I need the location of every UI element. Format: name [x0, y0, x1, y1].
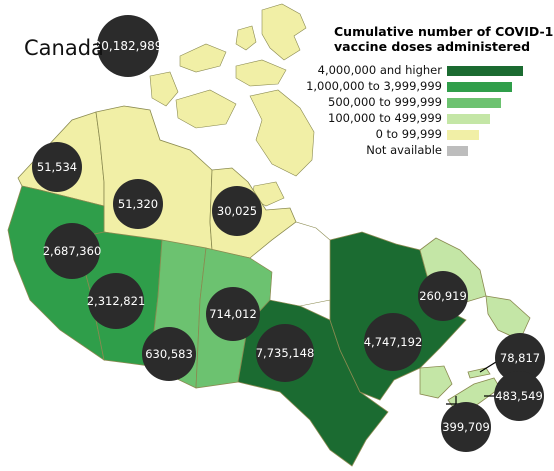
bubble-nova-scotia: 483,549	[494, 371, 544, 421]
bubble-newfoundland-labrador-value: 260,919	[419, 289, 467, 303]
hudson-bay	[249, 221, 331, 307]
bubble-canada: 20,182,989	[94, 15, 163, 77]
bubble-saskatchewan-circle	[142, 327, 196, 381]
legend-swatch-2	[447, 98, 501, 108]
bubble-canada-circle	[97, 15, 159, 77]
bubble-ontario: 7,735,148	[256, 324, 315, 382]
legend-swatch-1	[447, 82, 512, 92]
legend-swatch-0	[447, 66, 523, 76]
bubble-newfoundland-labrador-circle	[418, 271, 468, 321]
victoria-island	[175, 89, 237, 129]
axel-heiberg-island	[235, 25, 257, 51]
legend-swatch-4	[447, 130, 479, 140]
region-prince-edward-island	[467, 367, 491, 379]
legend-label-0: 4,000,000 and higher	[317, 63, 442, 77]
country-label: Canada	[24, 36, 104, 60]
bubble-northwest-territories-value: 51,320	[118, 197, 158, 211]
bubble-quebec-circle	[364, 313, 422, 371]
bubble-northwest-territories: 51,320	[113, 179, 163, 229]
bubble-new-brunswick-value: 399,709	[442, 420, 490, 434]
bubble-yukon-circle	[32, 142, 82, 192]
bubble-alberta-circle	[88, 273, 144, 329]
bubble-canada-value: 20,182,989	[94, 39, 163, 53]
bubble-manitoba-circle	[206, 287, 260, 341]
bubble-quebec: 4,747,192	[364, 313, 423, 371]
ellesmere-island	[261, 3, 307, 61]
bubble-yukon-value: 51,534	[37, 160, 77, 174]
bubble-nova-scotia-circle	[494, 371, 544, 421]
bubble-quebec-value: 4,747,192	[364, 335, 423, 349]
legend-label-1: 1,000,000 to 3,999,999	[306, 79, 442, 93]
legend-label-5: Not available	[366, 143, 442, 157]
region-new-brunswick	[419, 365, 453, 399]
devon-island	[235, 59, 287, 87]
legend-title-line-2: vaccine doses administered	[334, 39, 531, 54]
bubble-saskatchewan: 630,583	[142, 327, 196, 381]
bubble-british-columbia: 2,687,360	[43, 223, 102, 279]
bubble-prince-edward-island: 78,817	[495, 333, 545, 383]
bubble-yukon: 51,534	[32, 142, 82, 192]
legend-label-3: 100,000 to 499,999	[328, 111, 442, 125]
value-bubbles: 20,182,989 51,534 51,320 30,025 2,687,36…	[32, 15, 545, 452]
legend-swatch-3	[447, 114, 490, 124]
legend-label-4: 0 to 99,999	[375, 127, 442, 141]
baffin-island	[249, 89, 315, 177]
bubble-ontario-circle	[256, 324, 314, 382]
region-northwest-territories	[95, 105, 213, 251]
bubble-prince-edward-island-value: 78,817	[500, 351, 540, 365]
bubble-ontario-value: 7,735,148	[256, 346, 315, 360]
arctic-islands	[149, 3, 315, 207]
bubble-manitoba-value: 714,012	[209, 307, 257, 321]
bubble-british-columbia-value: 2,687,360	[43, 244, 102, 258]
bubble-nova-scotia-value: 483,549	[495, 389, 543, 403]
bubble-prince-edward-island-circle	[495, 333, 545, 383]
queen-elizabeth-islands	[179, 43, 227, 73]
bubble-manitoba: 714,012	[206, 287, 260, 341]
bubble-northwest-territories-circle	[113, 179, 163, 229]
banks-island	[149, 71, 179, 107]
legend-title-line-1: Cumulative number of COVID-19	[334, 24, 554, 39]
bubble-alberta: 2,312,821	[87, 273, 146, 329]
bubble-british-columbia-circle	[44, 223, 100, 279]
callout-line-pei	[479, 361, 497, 373]
bubble-newfoundland-labrador: 260,919	[418, 271, 468, 321]
bubble-new-brunswick: 399,709	[441, 402, 491, 452]
bubble-saskatchewan-value: 630,583	[145, 347, 193, 361]
bubble-alberta-value: 2,312,821	[87, 294, 146, 308]
legend-swatch-5	[447, 146, 468, 156]
legend-title: Cumulative number of COVID-19 vaccine do…	[334, 24, 554, 54]
legend-label-2: 500,000 to 999,999	[328, 95, 442, 109]
bubble-nunavut-value: 30,025	[217, 204, 257, 218]
bubble-nunavut: 30,025	[212, 186, 262, 236]
bubble-nunavut-circle	[212, 186, 262, 236]
bubble-new-brunswick-circle	[441, 402, 491, 452]
